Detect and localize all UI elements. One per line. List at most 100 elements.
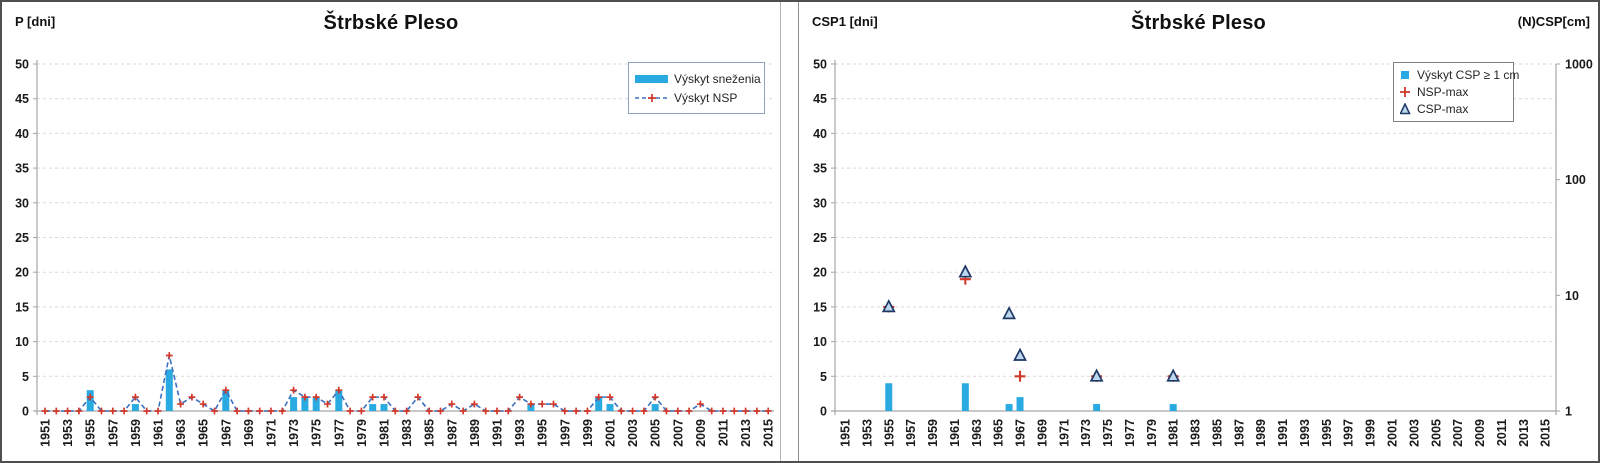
plus-marker — [674, 407, 682, 415]
x-tick-label: 1955 — [84, 419, 98, 447]
x-tick-label: 1995 — [536, 419, 550, 447]
nsp-plus-markers — [41, 352, 772, 415]
legend-item: Výskyt CSP ≥ 1 cm — [1400, 66, 1519, 83]
plus-marker — [188, 393, 196, 401]
legend-swatch — [635, 73, 669, 85]
left-chart-plot: 0 5 10 15 20 25 30 35 40 45 50 1951 1953 1955 1957 1959… — [15, 58, 776, 447]
plus-marker — [538, 400, 546, 408]
legend-item: CSP-max — [1400, 101, 1507, 118]
triangle-scatter-series — [881, 264, 1181, 382]
plus-marker — [64, 407, 71, 415]
plus-marker — [708, 407, 716, 415]
x-tick-label: 1951 — [839, 419, 853, 447]
x-tick-label: 2015 — [1539, 419, 1553, 447]
plus-marker — [584, 407, 591, 415]
x-tick-label: 1965 — [197, 419, 211, 447]
y-tick-label: 15 — [813, 300, 827, 314]
plus-marker — [86, 393, 94, 401]
bar — [595, 397, 603, 411]
x-tick-label: 1991 — [491, 419, 505, 447]
plus-marker — [335, 386, 343, 394]
x-tick-label: 1973 — [1079, 419, 1093, 447]
y-tick-label: 30 — [15, 196, 29, 210]
legend-label: CSP-max — [1417, 102, 1469, 117]
x-tick-label: 1957 — [106, 419, 120, 447]
bar — [312, 397, 320, 411]
left-y-axis-title: P [dni] — [15, 14, 56, 29]
bar — [165, 369, 173, 411]
plus-marker — [312, 393, 320, 401]
x-tick-label: 1975 — [1101, 419, 1115, 447]
x-tick-label: 1975 — [310, 419, 324, 447]
plus-marker — [493, 407, 501, 415]
y-tick-label: 10 — [813, 335, 827, 349]
x-tick-label: 1985 — [423, 419, 437, 447]
y-tick-label: 5 — [22, 370, 29, 384]
bar-swatch-icon — [635, 74, 668, 83]
plus-marker — [459, 407, 467, 415]
plus-marker — [414, 393, 422, 401]
y-tick-label: 10 — [15, 335, 29, 349]
y-tick-label: 25 — [813, 231, 827, 245]
plus-marker — [764, 407, 772, 415]
x-tick-label: 1967 — [219, 419, 233, 447]
x-tick-label: 1989 — [1254, 419, 1268, 447]
x-tick-label: 2001 — [604, 419, 618, 447]
y-tick-label: 45 — [813, 92, 827, 106]
legend-swatch — [1400, 69, 1412, 81]
x-tick-label: 2013 — [739, 419, 753, 447]
x-tick-label: 1991 — [1276, 419, 1290, 447]
plus-marker — [640, 407, 648, 415]
plus-marker — [211, 407, 218, 415]
x-tick-label: 1963 — [970, 419, 984, 447]
plus-marker — [290, 386, 297, 394]
left-chart-legend: Výskyt sneženia Výskyt NSP — [628, 62, 765, 114]
bars-series — [86, 369, 659, 411]
plus-marker — [697, 400, 704, 408]
bar — [885, 383, 893, 411]
dashed-line-plus-swatch-icon — [635, 93, 668, 102]
plus-marker — [380, 393, 388, 401]
plus-marker — [324, 400, 331, 408]
y-tick-label: 0 — [22, 405, 29, 419]
legend-label: Výskyt CSP ≥ 1 cm — [1417, 67, 1520, 82]
x-tick-label: 1971 — [265, 419, 279, 447]
y-tick-label: 45 — [15, 92, 29, 106]
plus-marker — [663, 407, 670, 415]
legend-label: Výskyt sneženia — [674, 71, 761, 86]
y-tick-label: 50 — [15, 58, 29, 72]
x-tick-label: 2011 — [1495, 419, 1509, 446]
legend-item: NSP-max — [1400, 83, 1507, 100]
plus-swatch-icon — [1400, 86, 1410, 97]
bar — [1093, 404, 1101, 411]
y-tick-label: 0 — [820, 405, 827, 419]
plus-marker — [109, 407, 117, 415]
x-tick-label: 1963 — [174, 419, 188, 447]
x-tick-label: 1979 — [1145, 419, 1159, 447]
plus-marker — [617, 407, 625, 415]
x-tick-label: 1981 — [378, 419, 392, 447]
plus-marker — [550, 400, 557, 408]
bar — [301, 397, 309, 411]
bar — [961, 383, 969, 411]
x-tick-label: 2009 — [694, 419, 708, 447]
plus-marker — [572, 407, 580, 415]
triangle-marker — [1166, 368, 1181, 382]
y-tick-label: 25 — [15, 231, 29, 245]
x-tick-label: 2007 — [1451, 419, 1465, 447]
plus-marker — [154, 407, 162, 415]
x-tick-label: 1955 — [882, 419, 896, 447]
panel-divider-gap — [781, 2, 798, 461]
plus-marker — [730, 407, 738, 415]
plus-marker — [177, 400, 184, 408]
plus-marker — [278, 407, 286, 415]
x-tick-label: 1985 — [1210, 419, 1224, 447]
bar — [1016, 397, 1024, 411]
plus-marker — [143, 407, 151, 415]
x-tick-label: 1957 — [904, 419, 918, 447]
plus-marker — [75, 407, 83, 415]
x-tick-label: 2007 — [671, 419, 685, 447]
plus-marker — [448, 400, 456, 408]
x-tick-label: 1997 — [558, 419, 572, 447]
